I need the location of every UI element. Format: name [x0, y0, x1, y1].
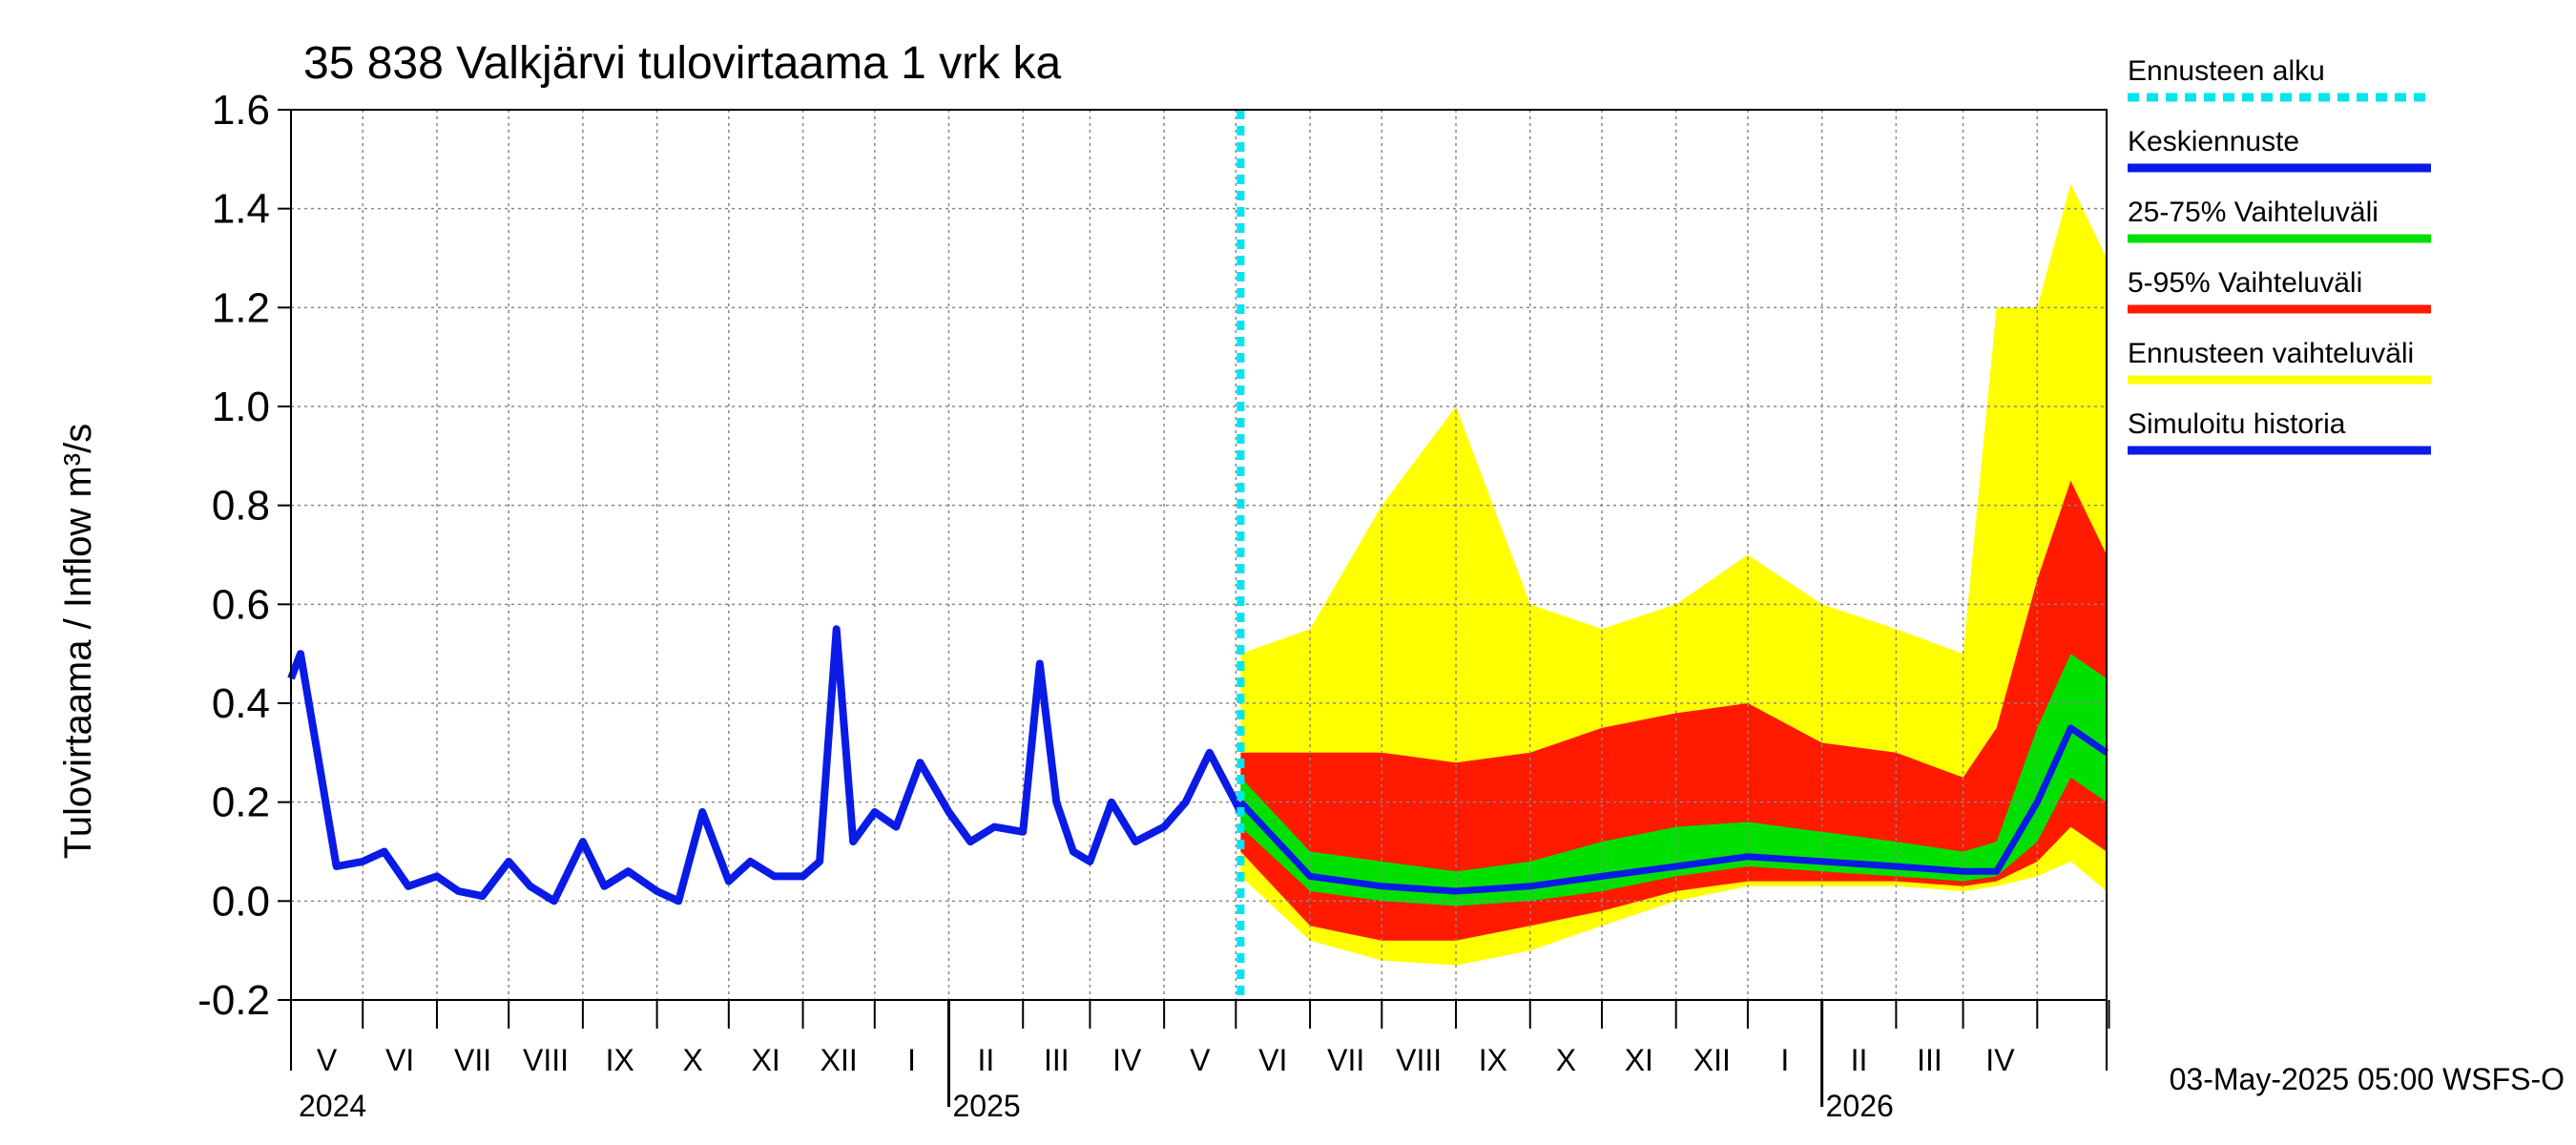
month-label: I — [1780, 1043, 1789, 1077]
simulated-history-line — [287, 625, 1244, 906]
legend: Ennusteen alku Keskiennuste 25-75% Vaihtel… — [2128, 55, 2431, 455]
y-tick-label: 1.4 — [212, 186, 270, 233]
y-tick-label: 0.0 — [212, 878, 270, 925]
month-label: X — [1556, 1043, 1576, 1077]
month-label: XI — [1625, 1043, 1653, 1077]
p5-p95-band — [1240, 480, 2107, 941]
legend-label: Ennusteen alku — [2128, 55, 2325, 87]
legend-label: Simuloitu historia — [2128, 408, 2346, 440]
month-label: VIII — [1396, 1043, 1442, 1077]
month-label: IV — [1985, 1043, 2015, 1077]
y-tick-label: -0.2 — [197, 977, 270, 1024]
month-label: III — [1044, 1043, 1070, 1077]
y-tick-label: 1.2 — [212, 284, 270, 331]
month-label: VI — [385, 1043, 414, 1077]
month-label: IX — [606, 1043, 634, 1077]
year-label: 2024 — [299, 1089, 366, 1123]
month-label: VI — [1258, 1043, 1287, 1077]
month-label: I — [907, 1043, 916, 1077]
month-label: III — [1917, 1043, 1942, 1077]
legend-label: Keskiennuste — [2128, 126, 2299, 157]
y-tick-label: 0.4 — [212, 680, 270, 727]
y-axis: -0.2 0.0 0.2 0.4 0.6 0.8 1.0 1.2 1.4 1.6 — [197, 87, 291, 1024]
plot-area — [287, 109, 2109, 1001]
month-label: VII — [454, 1043, 491, 1077]
month-label: V — [317, 1043, 338, 1077]
legend-label: 25-75% Vaihteluväli — [2128, 197, 2379, 228]
month-label: II — [1851, 1043, 1868, 1077]
y-tick-label: 1.6 — [212, 87, 270, 134]
year-label: 2025 — [952, 1089, 1020, 1123]
chart-title: 35 838 Valkjärvi tulovirtaama 1 vrk ka — [303, 38, 1061, 89]
month-label: VIII — [523, 1043, 569, 1077]
year-label: 2026 — [1826, 1089, 1894, 1123]
timestamp-label: 03-May-2025 05:00 WSFS-O — [2170, 1062, 2565, 1096]
month-label: XII — [1693, 1043, 1731, 1077]
legend-label: Ennusteen vaihteluväli — [2128, 338, 2414, 369]
y-tick-label: 0.6 — [212, 581, 270, 628]
plot-frame — [290, 109, 2108, 1001]
month-label: IV — [1112, 1043, 1142, 1077]
month-label: IX — [1479, 1043, 1507, 1077]
x-axis: V VI VII VIII IX X XI XII I II III IV V VI VII VIII IX X X… — [290, 1000, 2110, 1123]
y-axis-label: Tulovirtaama / Inflow m³/s — [57, 424, 99, 859]
month-label: V — [1190, 1043, 1211, 1077]
month-label: II — [977, 1043, 994, 1077]
legend-label: 5-95% Vaihteluväli — [2128, 267, 2362, 299]
p25-p75-band — [1240, 654, 2107, 906]
y-tick-label: 1.0 — [212, 384, 270, 430]
month-label: VII — [1327, 1043, 1364, 1077]
month-label: XI — [752, 1043, 780, 1077]
y-tick-label: 0.8 — [212, 483, 270, 530]
median-forecast-line — [1237, 724, 2109, 895]
month-label: XII — [821, 1043, 858, 1077]
month-label: X — [683, 1043, 703, 1077]
y-tick-label: 0.2 — [212, 780, 270, 826]
